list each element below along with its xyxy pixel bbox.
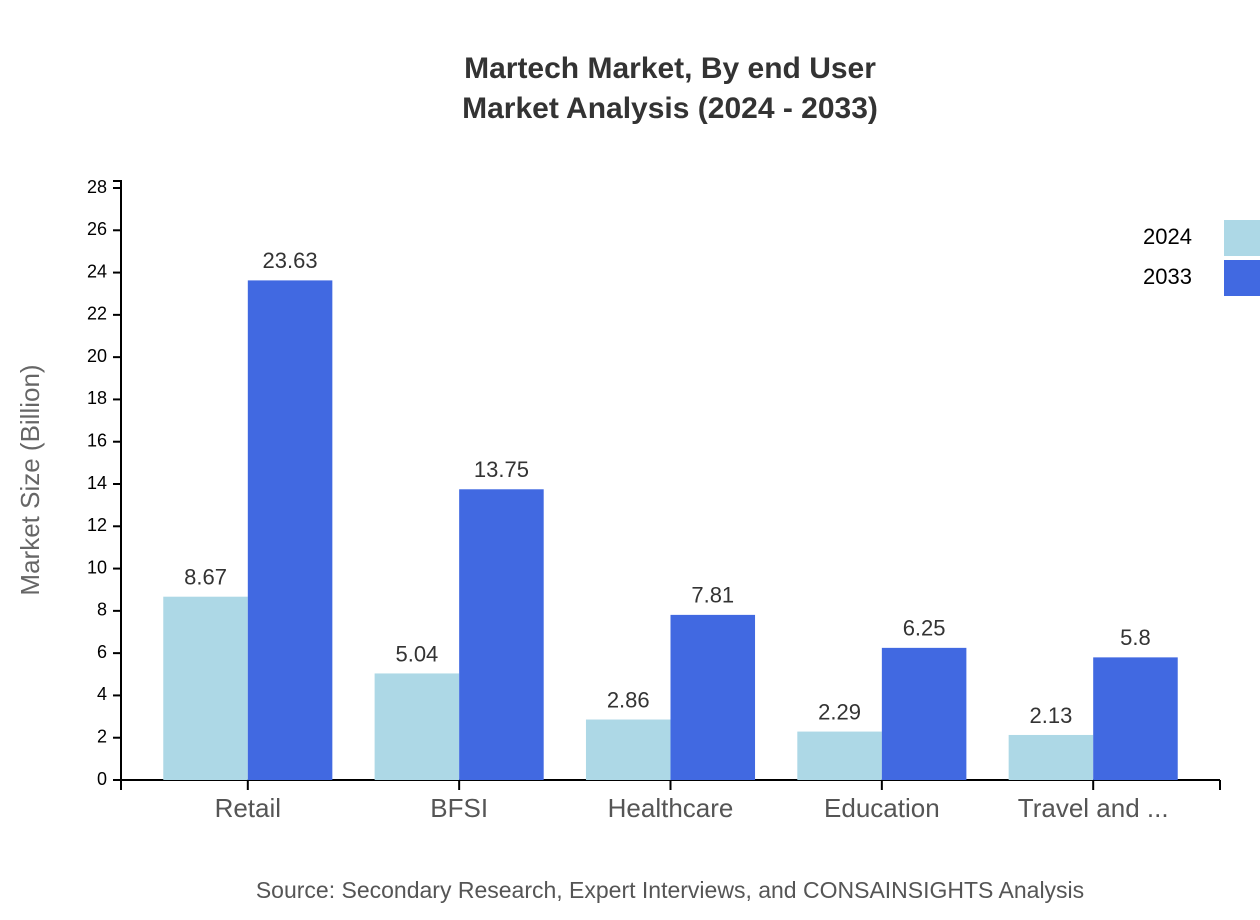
bar [881,647,967,780]
x-tick-label: Travel and ... [1018,793,1169,823]
bar [797,731,882,780]
bar [247,280,333,780]
x-tick-label: Education [824,793,940,823]
legend-swatch [1224,260,1260,296]
bar [585,719,671,780]
value-label: 5.8 [1120,625,1151,650]
y-tick-label: 12 [87,515,107,535]
bar [1093,657,1178,780]
value-label: 23.63 [263,248,318,273]
y-tick-label: 24 [87,261,107,281]
x-tick-label: Healthcare [608,793,734,823]
value-label: 2.29 [818,699,861,724]
x-tick-label: Retail [215,793,281,823]
value-label: 13.75 [474,457,529,482]
chart-title: Martech Market, By end User [464,52,876,85]
chart-subtitle: Market Analysis (2024 - 2033) [462,92,878,125]
value-label: 7.81 [691,583,734,608]
value-label: 6.25 [903,616,946,641]
bar [1008,734,1094,780]
bar [670,614,756,780]
y-tick-label: 10 [87,557,107,577]
value-label: 8.67 [184,565,227,590]
legend-label: 2024 [1143,224,1192,249]
y-tick-label: 6 [97,642,107,662]
legend-swatch [1224,220,1260,256]
source-note: Source: Secondary Research, Expert Inter… [256,877,1084,903]
y-tick-label: 4 [97,684,107,704]
bar [163,596,248,780]
y-tick-label: 26 [87,219,107,239]
value-label: 2.86 [607,687,650,712]
value-label: 2.13 [1030,703,1073,728]
y-tick-label: 28 [87,177,107,197]
y-tick-label: 18 [87,388,107,408]
x-tick-label: BFSI [430,793,488,823]
value-label: 5.04 [395,641,438,666]
y-axis-label: Market Size (Billion) [15,364,45,595]
y-tick-label: 20 [87,346,107,366]
y-tick-label: 22 [87,304,107,324]
y-tick-label: 16 [87,430,107,450]
bar [374,673,460,780]
y-tick-label: 8 [97,600,107,620]
legend-label: 2033 [1143,264,1192,289]
y-tick-label: 0 [97,769,107,789]
y-tick-label: 14 [87,473,107,493]
bar [459,489,544,780]
y-tick-label: 2 [97,726,107,746]
